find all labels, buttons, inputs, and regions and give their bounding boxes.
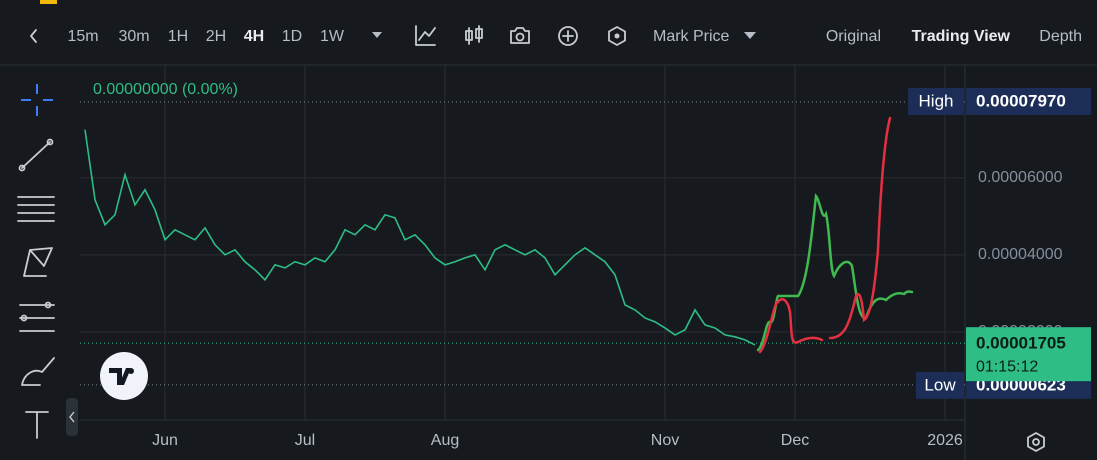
interval-button[interactable]: 1W — [320, 28, 345, 45]
price-type-dropdown[interactable] — [744, 32, 756, 39]
y-tick-label: 0.00006000 — [978, 169, 1063, 186]
view-tab[interactable]: Original — [826, 28, 881, 45]
high-tag-label: High — [919, 91, 954, 110]
interval-dropdown[interactable] — [372, 32, 382, 38]
interval-button[interactable]: 4H — [244, 28, 264, 45]
brush-tool[interactable] — [21, 357, 55, 386]
settings-hex-icon[interactable] — [608, 26, 626, 46]
drawn-red-stroke — [758, 116, 892, 354]
high-value: 0.00007970 — [976, 91, 1066, 110]
camera-icon[interactable] — [510, 27, 530, 44]
x-tick-label: Aug — [431, 432, 459, 449]
fib-tool[interactable] — [17, 196, 55, 222]
collapse-handle[interactable] — [66, 398, 78, 436]
last-price-box — [966, 327, 1091, 382]
trendline-tool[interactable] — [18, 138, 54, 172]
x-tick-label: Jul — [295, 432, 315, 449]
interval-button[interactable]: 1H — [168, 28, 188, 45]
interval-button[interactable]: 1D — [282, 28, 302, 45]
candle-icon[interactable] — [465, 25, 483, 45]
y-tick-label: 0.00004000 — [978, 246, 1063, 263]
interval-button[interactable]: 30m — [118, 28, 149, 45]
tradingview-logo — [100, 352, 148, 400]
text-tool[interactable] — [25, 411, 49, 439]
interval-button[interactable]: 2H — [206, 28, 226, 45]
drawn-green-stroke — [756, 193, 914, 352]
projection-tool[interactable] — [19, 301, 55, 332]
collapse-arrow — [69, 411, 75, 423]
crosshair-tool[interactable] — [21, 84, 53, 116]
high-value-box — [966, 87, 1091, 115]
x-tick-label: Nov — [651, 432, 679, 449]
x-tick-label: 2026 — [927, 432, 963, 449]
high-tag — [908, 87, 964, 115]
change-label: 0.00000000 (0.00%) — [93, 81, 238, 98]
view-tab[interactable]: Depth — [1039, 28, 1082, 45]
interval-button[interactable]: 15m — [67, 28, 98, 45]
axis-settings-icon[interactable] — [1027, 432, 1045, 452]
price-type-button[interactable]: Mark Price — [653, 28, 730, 45]
low-tag-label: Low — [924, 375, 956, 394]
x-tick-label: Jun — [152, 432, 178, 449]
view-tab[interactable]: Trading View — [912, 28, 1011, 45]
indicator-icon[interactable] — [415, 25, 436, 46]
low-tag — [916, 371, 964, 399]
x-tick-label: Dec — [781, 432, 809, 449]
pattern-tool[interactable] — [23, 247, 53, 277]
countdown: 01:15:12 — [976, 358, 1038, 375]
tab-indicator — [40, 0, 57, 4]
price-line — [84, 129, 756, 346]
last-price: 0.00001705 — [976, 334, 1066, 353]
add-icon[interactable] — [558, 26, 578, 46]
back-arrow[interactable] — [30, 29, 37, 43]
